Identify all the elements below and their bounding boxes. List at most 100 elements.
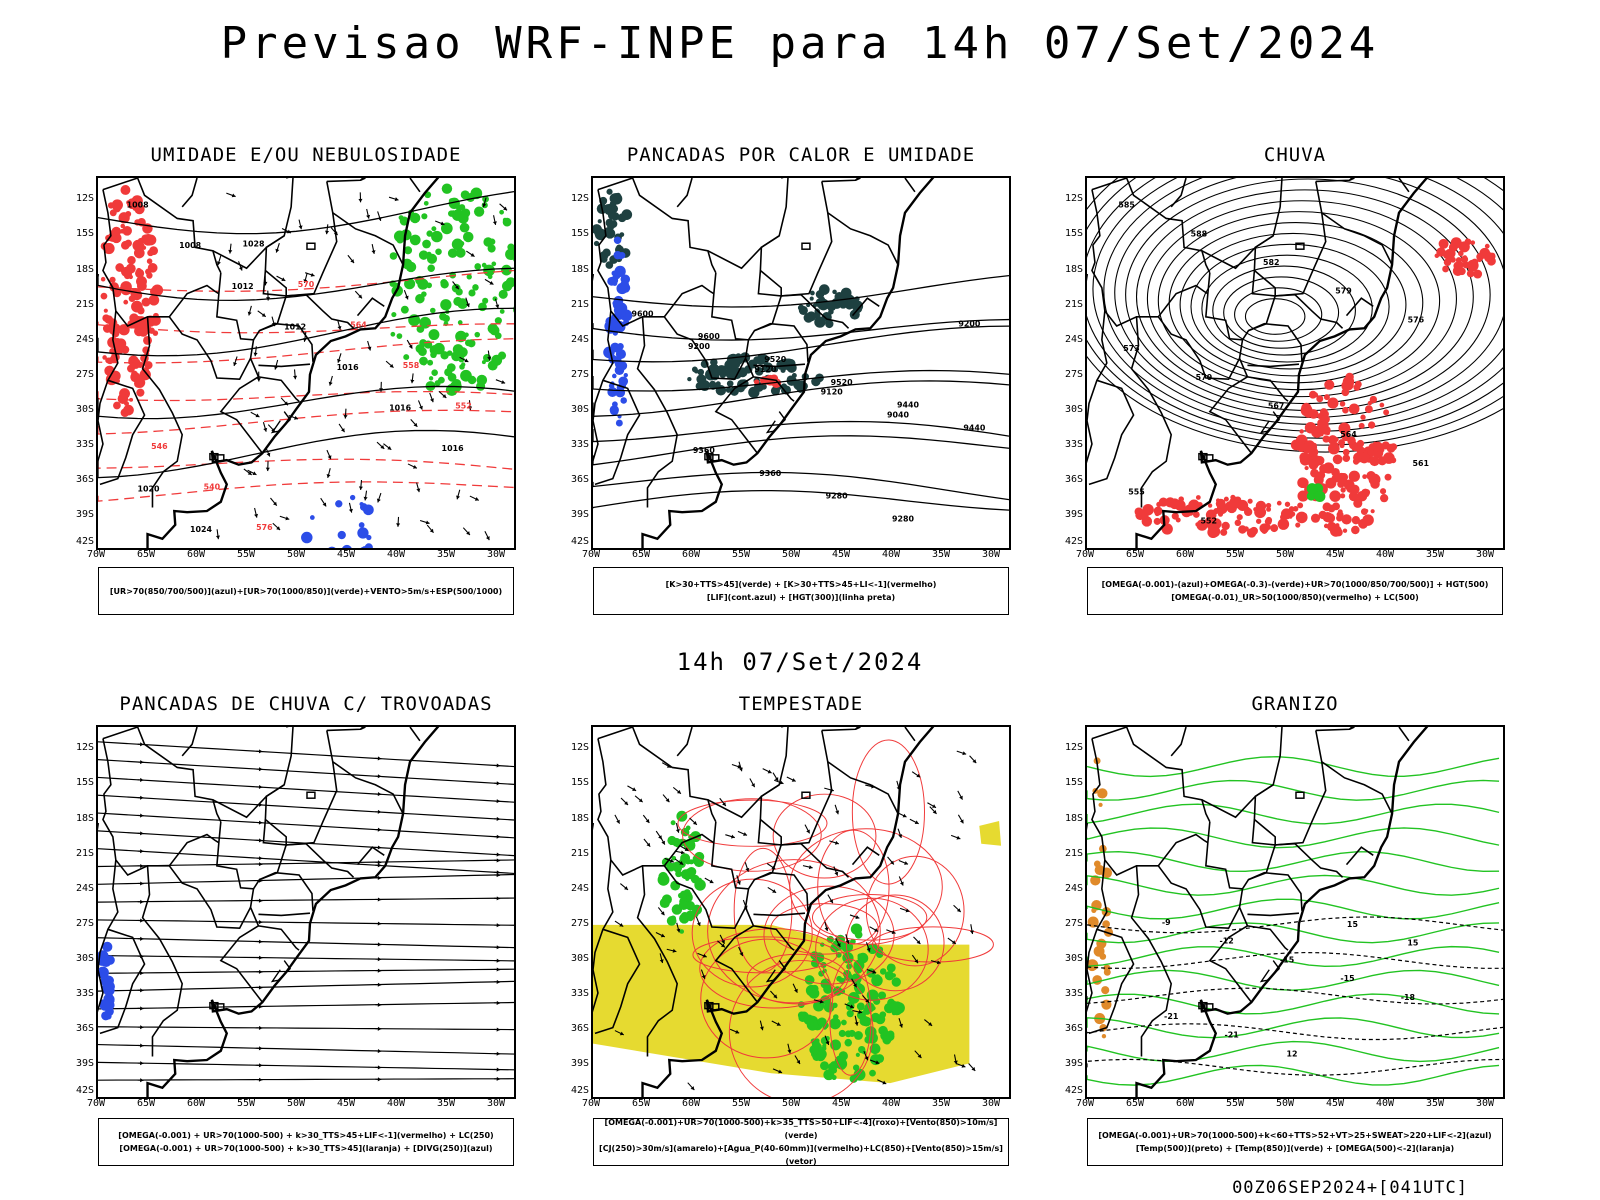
wind-vector-head [916, 940, 921, 945]
wind-vector-head [496, 958, 501, 963]
rain-area [1348, 403, 1360, 415]
heat-humidity-area [818, 284, 830, 295]
lon-tick-label: 65W [631, 1098, 651, 1109]
wind-vector-head [377, 1077, 382, 1082]
forecast-map-2: 9600 9600 9520 9520 9440 9440 9360 9360 9280 9280… [591, 176, 1011, 550]
contour-label: 9040 [887, 410, 910, 419]
rain-area [1195, 495, 1201, 500]
streamline-850 [728, 959, 874, 1097]
humidity-1000-850-area [421, 213, 428, 220]
heat-humidity-area [757, 353, 766, 362]
contour-label: 585 [1118, 201, 1135, 210]
wind-vector-head [465, 303, 470, 308]
rain-area [1341, 380, 1352, 392]
wind-vector-head [875, 1060, 880, 1065]
border-line [1091, 178, 1211, 274]
heat-humidity-area [696, 374, 707, 385]
rain-area [1297, 477, 1308, 489]
rain-area [1370, 509, 1375, 514]
humidity-1000-850-area [461, 208, 471, 218]
omega500-area [1087, 962, 1097, 972]
wind-vector-head [834, 840, 839, 845]
humidity-1000-850-area [472, 284, 479, 291]
wind850-area [856, 1002, 865, 1011]
hgt500-contour [1201, 254, 1373, 363]
wind-vector-head [864, 1056, 869, 1061]
hgt500-contour [1190, 243, 1390, 370]
border-line [597, 178, 717, 274]
wind-vector-head [916, 773, 921, 778]
lon-tick-label: 60W [1175, 1098, 1195, 1109]
temp500-contour [1087, 1058, 1503, 1076]
panel-legend: [OMEGA(-0.001)+UR>70(1000-500)+k>35_TTS>… [593, 1118, 1009, 1166]
wind-vector-head [253, 352, 258, 357]
wind-vector-head [140, 795, 144, 800]
panel-title: UMIDADE E/OU NEBULOSIDADE [150, 144, 462, 166]
contour-label: 1012 [232, 282, 254, 291]
lat-tick-label: 39S [75, 508, 94, 520]
wind-vector-head [429, 528, 434, 533]
wind-vector-head [258, 969, 263, 974]
lif-contour-area [610, 406, 619, 416]
rain-area [1386, 443, 1396, 453]
wind850-area [883, 1029, 889, 1034]
humidity-1000-850-area [464, 332, 469, 338]
contour-label: 573 [1123, 344, 1140, 353]
lon-tick-label: 40W [881, 549, 901, 560]
humidity-850-700-500-area [113, 401, 121, 410]
wind-vector-head [377, 968, 382, 973]
lif-contour-area [613, 320, 626, 333]
contour-label: -15 [1340, 974, 1354, 983]
rain-area [1301, 402, 1312, 413]
humidity-1000-850-area [452, 379, 462, 388]
lat-tick-label: 39S [1064, 508, 1083, 520]
wind-vector-head [294, 415, 298, 420]
humidity-1000-850-area [483, 264, 495, 277]
wind-vector-head [233, 362, 238, 366]
contour-line [593, 471, 1009, 501]
heat-humidity-li-area [753, 379, 760, 385]
heat-humidity-area [806, 311, 817, 322]
heat-humidity-area [826, 301, 837, 312]
wind-vector-head [496, 1000, 501, 1005]
lat-tick-label: 42S [570, 536, 589, 547]
east-coastline [1135, 727, 1429, 1097]
contour-label: -15 [1280, 955, 1294, 964]
wind-vector-head [408, 344, 413, 349]
wind-vector-head [898, 834, 903, 838]
border-line [356, 846, 385, 866]
contour-label: 15 [1407, 939, 1418, 948]
streamline [98, 897, 514, 903]
heat-humidity-area [851, 300, 864, 312]
heat-humidity-area [597, 219, 602, 224]
wind850-area [672, 861, 680, 870]
wind-vector-head [377, 774, 382, 779]
rain-area [1351, 525, 1360, 535]
streamline [98, 873, 514, 885]
wind-vector-head [258, 749, 263, 754]
humidity-1000-850-area [466, 274, 472, 280]
wind850-area [823, 984, 833, 994]
panel-legend: [K>30+TTS>45](verde) + [K>30+TTS>45+LI<-… [593, 567, 1009, 615]
wind-vector-head [738, 767, 743, 772]
wind-vector-head [496, 1051, 501, 1056]
wind-vector-head [377, 1026, 382, 1031]
lat-tick-label: 27S [1064, 917, 1083, 929]
wind-vector-head [468, 406, 473, 411]
temp850-contour [1087, 827, 1500, 849]
wind-vector-head [258, 1063, 263, 1068]
wind-vector-head [442, 394, 447, 398]
border-line [1088, 379, 1135, 486]
temp850-contour [1087, 755, 1500, 778]
temp850-contour [1087, 779, 1500, 801]
heat-humidity-area [691, 366, 698, 373]
lake-mark [215, 1003, 225, 1011]
rain-area [1308, 409, 1319, 419]
legend-line: [OMEGA(-0.001)+UR>70(1000-500)+k<60+TTS>… [1098, 1131, 1492, 1140]
humidity-1000-850-area [482, 297, 489, 304]
border-line [597, 727, 717, 823]
rain-area [1297, 490, 1309, 502]
rain-area [1448, 242, 1458, 252]
wind850-area [864, 1002, 875, 1013]
legend-line: [OMEGA(-0.001) + UR>70(1000-500) + k>30_… [119, 1144, 493, 1153]
